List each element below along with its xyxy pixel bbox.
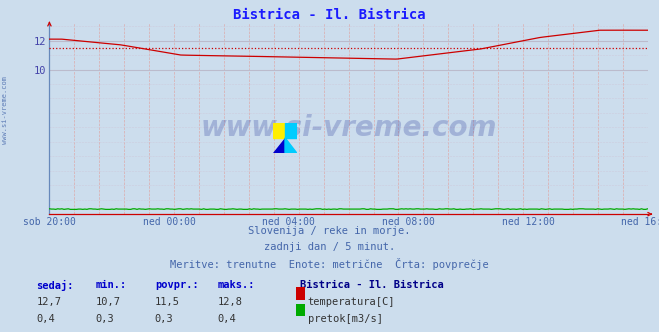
Text: 12,8: 12,8 xyxy=(217,297,243,307)
Text: 0,3: 0,3 xyxy=(155,314,173,324)
Text: 0,3: 0,3 xyxy=(96,314,114,324)
Text: min.:: min.: xyxy=(96,280,127,290)
Text: maks.:: maks.: xyxy=(217,280,255,290)
Text: Slovenija / reke in morje.: Slovenija / reke in morje. xyxy=(248,226,411,236)
Bar xyxy=(285,123,297,138)
Bar xyxy=(273,123,285,138)
Polygon shape xyxy=(285,138,297,153)
Text: povpr.:: povpr.: xyxy=(155,280,198,290)
Text: sedaj:: sedaj: xyxy=(36,280,74,290)
Text: 12,7: 12,7 xyxy=(36,297,61,307)
Text: 10,7: 10,7 xyxy=(96,297,121,307)
Polygon shape xyxy=(273,138,285,153)
Text: zadnji dan / 5 minut.: zadnji dan / 5 minut. xyxy=(264,242,395,252)
Text: Bistrica - Il. Bistrica: Bistrica - Il. Bistrica xyxy=(300,280,444,290)
Text: 0,4: 0,4 xyxy=(36,314,55,324)
Text: www.si-vreme.com: www.si-vreme.com xyxy=(200,114,497,142)
Text: 11,5: 11,5 xyxy=(155,297,180,307)
Text: temperatura[C]: temperatura[C] xyxy=(308,297,395,307)
Text: pretok[m3/s]: pretok[m3/s] xyxy=(308,314,383,324)
Text: www.si-vreme.com: www.si-vreme.com xyxy=(2,76,9,143)
Text: 0,4: 0,4 xyxy=(217,314,236,324)
Text: Bistrica - Il. Bistrica: Bistrica - Il. Bistrica xyxy=(233,8,426,22)
Text: Meritve: trenutne  Enote: metrične  Črta: povprečje: Meritve: trenutne Enote: metrične Črta: … xyxy=(170,258,489,270)
